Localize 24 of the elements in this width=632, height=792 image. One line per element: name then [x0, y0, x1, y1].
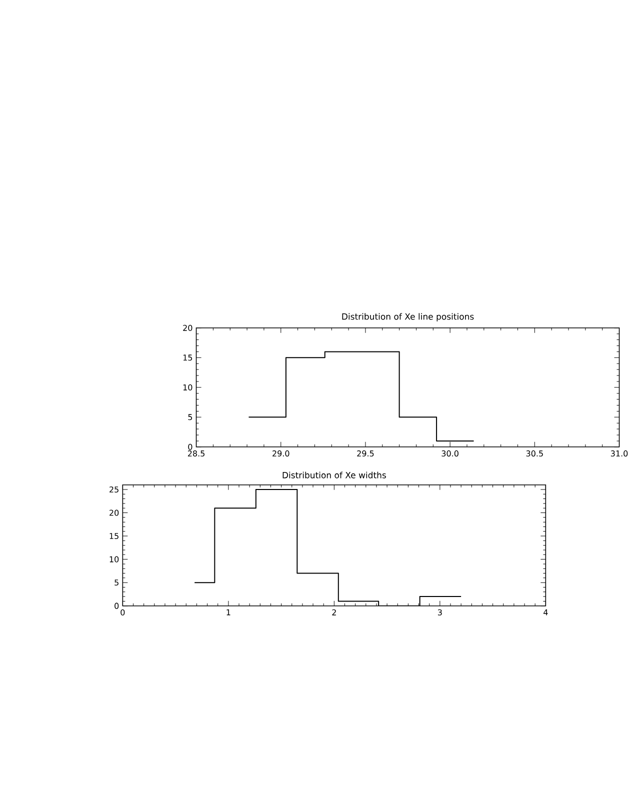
x-tick-label: 0 [120, 609, 125, 616]
x-tick-label: 2 [332, 609, 336, 616]
y-tick-label: 10 [110, 556, 119, 562]
y-tick-label: 0 [188, 444, 192, 450]
y-tick-label: 5 [114, 580, 119, 586]
y-tick-label: 15 [184, 354, 192, 361]
y-tick-label: 0 [114, 602, 119, 609]
x-tick-label: 28.5 [188, 450, 205, 456]
y-tick-label: 25 [110, 486, 119, 493]
y-tick-label: 20 [110, 510, 119, 516]
y-tick-label: 5 [188, 414, 192, 420]
chart-title: Distribution of Xe widths [283, 472, 386, 478]
x-tick-label: 1 [227, 609, 230, 616]
y-tick-label: 15 [110, 533, 119, 540]
x-tick-label: 3 [438, 609, 442, 616]
chart-title: Distribution of Xe line positions [342, 313, 474, 322]
x-tick-label: 29.0 [272, 450, 290, 456]
x-tick-label: 29.5 [357, 450, 374, 456]
x-tick-label: 31.0 [611, 450, 628, 456]
y-tick-label: 10 [184, 384, 192, 390]
x-tick-label: 30.0 [442, 450, 459, 456]
x-tick-label: 4 [544, 609, 548, 616]
x-tick-label: 30.5 [526, 450, 544, 456]
y-tick-label: 20 [183, 324, 192, 331]
